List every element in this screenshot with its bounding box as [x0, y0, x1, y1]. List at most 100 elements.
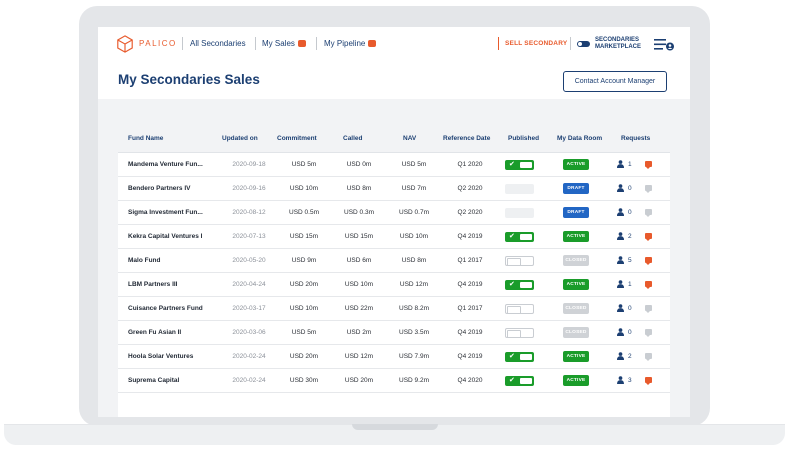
chat-bubble-icon[interactable] — [644, 209, 652, 217]
nav-all-secondaries[interactable]: All Secondaries — [190, 39, 246, 48]
requests-cell[interactable]: 3 — [617, 376, 652, 385]
chat-bubble-icon[interactable] — [644, 353, 652, 361]
nav-my-sales[interactable]: My Sales — [262, 39, 306, 48]
data-room-status-badge[interactable]: ACTIVE — [563, 279, 589, 290]
requests-cell[interactable]: 0 — [617, 328, 652, 337]
cell-commitment: USD 9m — [291, 257, 317, 264]
column-header-data-room[interactable]: My Data Room — [557, 135, 603, 142]
published-toggle[interactable] — [505, 304, 534, 314]
notification-badge-icon — [297, 40, 306, 47]
cell-fund[interactable]: Malo Fund — [128, 257, 161, 264]
nav-divider — [255, 37, 256, 50]
table-row[interactable]: Kekra Capital Ventures I 2020-07-13 USD 15… — [118, 225, 670, 249]
nav-divider — [316, 37, 317, 50]
contact-account-manager-button[interactable]: Contact Account Manager — [563, 71, 667, 92]
cell-fund[interactable]: Suprema Capital — [128, 377, 180, 384]
column-header-updated-on[interactable]: Updated on — [222, 135, 258, 142]
data-room-status-badge[interactable]: DRAFT — [563, 207, 589, 218]
cell-fund[interactable]: Kekra Capital Ventures I — [128, 233, 203, 240]
cell-nav: USD 8m — [401, 257, 427, 264]
chat-bubble-icon[interactable] — [644, 281, 652, 289]
marketplace-line2: MARKETPLACE — [595, 44, 641, 50]
table-row[interactable]: Cuisance Partners Fund 2020-03-17 USD 10m U… — [118, 297, 670, 321]
cell-commitment: USD 20m — [289, 281, 319, 288]
requests-cell[interactable]: 1 — [617, 280, 652, 289]
cell-updated: 2020-08-12 — [232, 209, 266, 216]
cell-fund[interactable]: Mandema Venture Fun... — [128, 161, 203, 168]
cell-ref: Q4 2020 — [457, 377, 483, 384]
toggle-icon[interactable] — [577, 41, 590, 47]
column-header-commitment[interactable]: Commitment — [277, 135, 317, 142]
request-count: 0 — [628, 208, 632, 216]
data-room-status-badge[interactable]: ACTIVE — [563, 231, 589, 242]
cell-updated: 2020-04-24 — [232, 281, 266, 288]
chat-bubble-icon[interactable] — [644, 377, 652, 385]
published-toggle[interactable] — [505, 208, 534, 218]
table-row[interactable]: Mandema Venture Fun... 2020-09-18 USD 5m US… — [118, 153, 670, 177]
data-room-status-badge[interactable]: DRAFT — [563, 183, 589, 194]
requests-cell[interactable]: 5 — [617, 256, 652, 265]
chat-bubble-icon[interactable] — [644, 185, 652, 193]
column-header-published[interactable]: Published — [508, 135, 540, 142]
cube-icon[interactable] — [116, 35, 134, 53]
table-row[interactable]: Malo Fund 2020-05-20 USD 9m USD 6m USD 8m Q1 … — [118, 249, 670, 273]
marketplace-link[interactable]: SECONDARIES MARKETPLACE — [595, 37, 645, 51]
data-room-status-badge[interactable]: ACTIVE — [563, 375, 589, 386]
data-room-status-badge[interactable]: CLOSED — [563, 327, 589, 338]
column-header-nav[interactable]: NAV — [403, 135, 417, 142]
cell-called: USD 20m — [344, 377, 374, 384]
chat-bubble-icon[interactable] — [644, 305, 652, 313]
sell-secondary-link[interactable]: SELL SECONDARY — [505, 40, 568, 47]
person-icon — [617, 376, 624, 384]
cell-commitment: USD 0.5m — [289, 209, 319, 216]
table-row[interactable]: Bendero Partners IV 2020-09-16 USD 10m USD … — [118, 177, 670, 201]
published-toggle[interactable] — [505, 256, 534, 266]
published-toggle[interactable] — [505, 184, 534, 194]
requests-cell[interactable]: 0 — [617, 304, 652, 313]
marketplace-line1: SECONDARIES — [595, 37, 640, 43]
column-header-reference-date[interactable]: Reference Date — [443, 135, 491, 142]
cell-ref: Q1 2017 — [457, 305, 483, 312]
cell-updated: 2020-02-24 — [232, 353, 266, 360]
data-room-status-badge[interactable]: CLOSED — [563, 303, 589, 314]
requests-cell[interactable]: 0 — [617, 208, 652, 217]
published-toggle[interactable] — [505, 376, 534, 386]
cell-called: USD 22m — [344, 305, 374, 312]
published-toggle[interactable] — [505, 160, 534, 170]
column-header-requests[interactable]: Requests — [621, 135, 651, 142]
brand-name[interactable]: PALICO — [139, 39, 177, 48]
cell-fund[interactable]: Cuisance Partners Fund — [128, 305, 203, 312]
cell-called: USD 0.3m — [344, 209, 374, 216]
chat-bubble-icon[interactable] — [644, 329, 652, 337]
requests-cell[interactable]: 2 — [617, 352, 652, 361]
requests-cell[interactable]: 1 — [617, 160, 652, 169]
table-row[interactable]: Hoola Solar Ventures 2020-02-24 USD 20m USD… — [118, 345, 670, 369]
sales-table: Fund Name Updated on Commitment Called N… — [118, 125, 670, 417]
published-toggle[interactable] — [505, 232, 534, 242]
column-header-called[interactable]: Called — [343, 135, 363, 142]
table-row[interactable]: Green Fu Asian II 2020-03-06 USD 5m USD 2m U… — [118, 321, 670, 345]
published-toggle[interactable] — [505, 352, 534, 362]
chat-bubble-icon[interactable] — [644, 161, 652, 169]
hamburger-user-icon[interactable] — [654, 38, 674, 51]
nav-my-pipeline[interactable]: My Pipeline — [324, 39, 377, 48]
cell-fund[interactable]: Bendero Partners IV — [128, 185, 191, 192]
column-header-fund-name[interactable]: Fund Name — [128, 135, 164, 142]
chat-bubble-icon[interactable] — [644, 257, 652, 265]
published-toggle[interactable] — [505, 328, 534, 338]
chat-bubble-icon[interactable] — [644, 233, 652, 241]
requests-cell[interactable]: 0 — [617, 184, 652, 193]
cell-fund[interactable]: Hoola Solar Ventures — [128, 353, 194, 360]
cell-fund[interactable]: Sigma Investment Fun... — [128, 209, 203, 216]
table-row[interactable]: Suprema Capital 2020-02-24 USD 30m USD 20m U… — [118, 369, 670, 393]
table-row[interactable]: Sigma Investment Fun... 2020-08-12 USD 0.5… — [118, 201, 670, 225]
requests-cell[interactable]: 2 — [617, 232, 652, 241]
data-room-status-badge[interactable]: ACTIVE — [563, 351, 589, 362]
table-row[interactable]: LBM Partners III 2020-04-24 USD 20m USD 10m… — [118, 273, 670, 297]
published-toggle[interactable] — [505, 280, 534, 290]
data-room-status-badge[interactable]: CLOSED — [563, 255, 589, 266]
cell-fund[interactable]: Green Fu Asian II — [128, 329, 182, 336]
data-room-status-badge[interactable]: ACTIVE — [563, 159, 589, 170]
cell-fund[interactable]: LBM Partners III — [128, 281, 178, 288]
